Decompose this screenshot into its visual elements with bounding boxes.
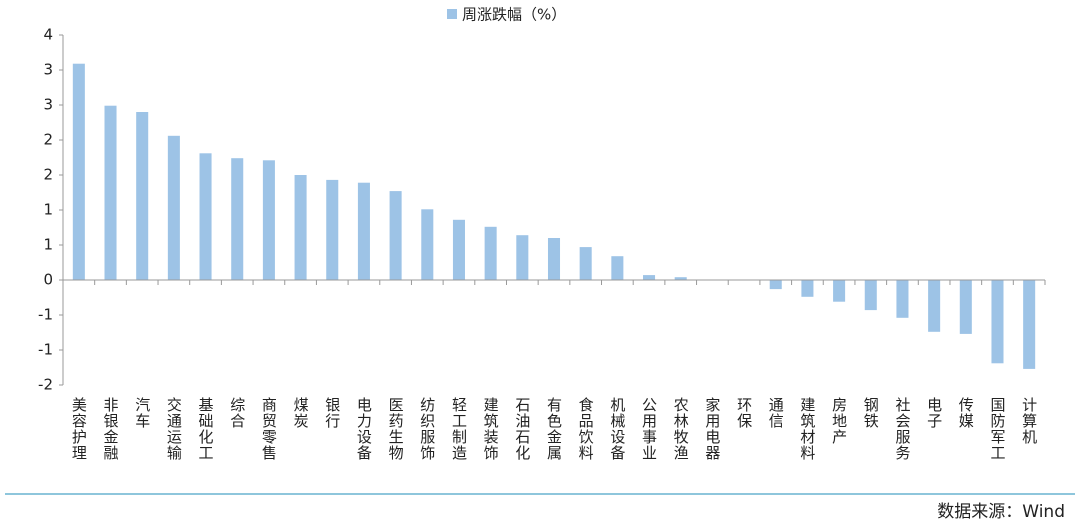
y-tick-label: 2 [43,166,53,184]
bar [421,209,434,280]
bar [72,63,85,281]
bar [136,112,149,280]
x-tick-label: 社会服务 [893,397,911,461]
bar [928,280,941,332]
bar [484,226,497,280]
bar [896,280,909,318]
y-tick-label: 1 [43,236,53,254]
x-tick-label: 煤炭 [292,397,310,429]
x-tick-label: 机械设备 [608,397,626,461]
y-tick-label: 1 [43,201,53,219]
bar [801,280,814,297]
bar [611,256,624,280]
bar [326,179,339,280]
x-tick-label: 有色金属 [545,397,563,461]
x-tick-label: 农林牧渔 [672,397,690,461]
bar [231,158,244,280]
x-tick-label: 建筑装饰 [482,397,500,461]
x-tick-label: 非银金融 [102,397,120,461]
x-tick-label: 基础化工 [197,397,215,461]
bar [769,280,782,290]
x-tick-label: 建筑材料 [798,397,816,461]
x-tick-label: 综合 [228,397,246,429]
bar [516,235,529,280]
x-tick-label: 美容护理 [70,397,88,461]
bar [389,191,402,280]
bar [262,160,275,280]
y-tick-label: 0 [43,271,53,289]
x-tick-label: 纺织服饰 [418,397,436,461]
bar [199,153,212,280]
bar [864,280,877,311]
x-tick-label: 传媒 [957,397,975,429]
x-tick-label: 电力设备 [355,397,373,461]
legend-label: 周涨跌幅（%） [462,6,566,24]
bar [547,238,561,280]
bar [833,280,846,302]
x-tick-label: 电子 [925,397,943,429]
legend-swatch [447,9,457,19]
x-tick-label: 家用电器 [703,397,721,461]
x-tick-label: 公用事业 [640,397,658,461]
bar [452,219,465,280]
x-tick-label: 石油石化 [513,397,531,461]
x-tick-label: 国防军工 [988,397,1006,461]
bar [579,247,592,280]
bar [294,175,307,280]
x-tick-label: 汽车 [133,397,151,429]
y-tick-label: 3 [43,61,53,79]
y-tick-label: 3 [43,96,53,114]
y-tick-label: -1 [38,341,53,359]
x-tick-label: 房地产 [830,397,848,445]
x-tick-label: 计算机 [1020,397,1038,445]
x-tick-label: 医药生物 [387,397,405,461]
y-tick-label: -2 [38,376,53,394]
bar [104,105,117,280]
y-tick-label: 2 [43,131,53,149]
y-tick-label: -1 [38,306,53,324]
x-tick-label: 食品饮料 [577,397,595,461]
y-tick-label: 4 [43,26,53,44]
x-tick-label: 轻工制造 [450,397,468,461]
bar [1023,280,1036,369]
x-tick-label: 钢铁 [862,397,880,429]
bar [674,277,687,280]
x-tick-label: 银行 [323,397,341,429]
bar [959,280,972,334]
source-note: 数据来源：Wind [937,502,1065,522]
bar [167,135,180,280]
x-tick-label: 环保 [735,397,753,429]
x-tick-label: 交通运输 [165,396,183,461]
bar [357,182,370,280]
x-tick-label: 商贸零售 [260,397,278,461]
bar [643,275,656,280]
bar [991,280,1004,364]
x-tick-label: 通信 [767,397,785,429]
